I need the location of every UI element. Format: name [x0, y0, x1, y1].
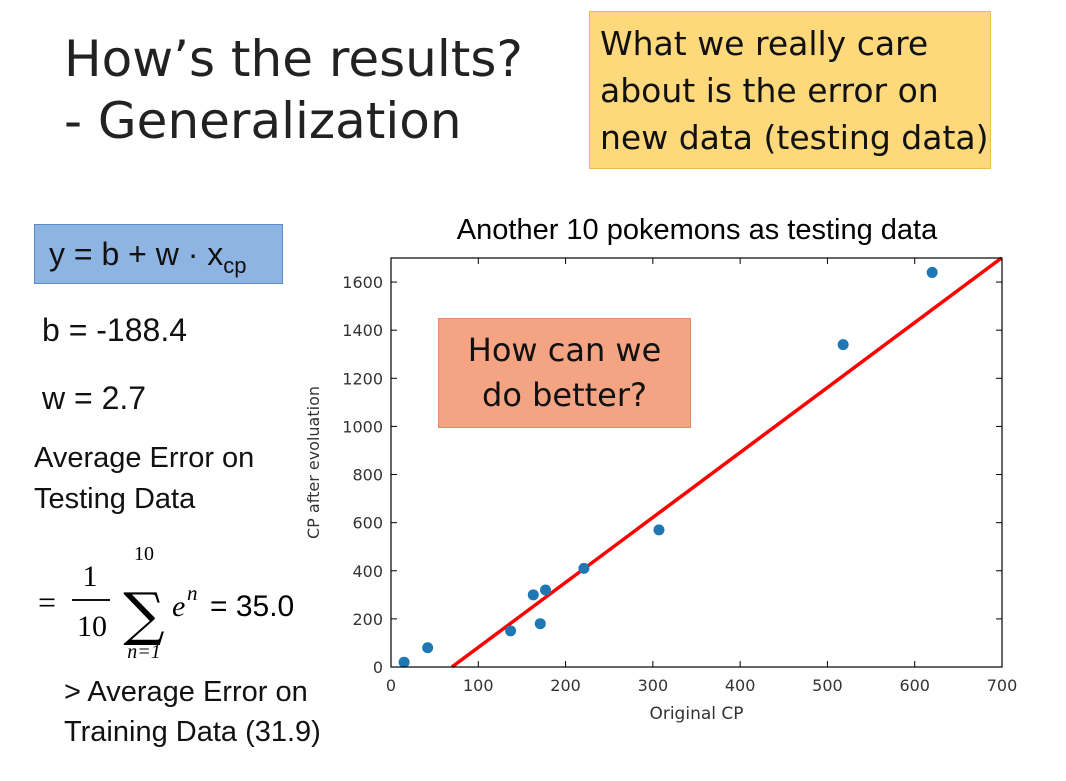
data-point — [653, 524, 665, 536]
data-point — [926, 266, 938, 278]
error-superscript: n — [187, 581, 198, 605]
sum-formula: = 1 10 10 ∑ n=1 e n = 35.0 — [38, 543, 294, 663]
param-b: b = -188.4 — [42, 312, 187, 348]
plot-frame — [390, 257, 1003, 668]
average-error-label: Average Error on Testing Data — [34, 438, 254, 520]
model-formula: y = b + w · xcp — [34, 224, 283, 284]
model-formula-subscript: cp — [223, 253, 247, 278]
param-w: w = 2.7 — [42, 380, 147, 416]
title-line-2: - Generalization — [64, 92, 462, 150]
data-point — [578, 562, 590, 574]
callout-line: about is the error on — [600, 71, 939, 110]
average-error-line: Average Error on — [34, 442, 255, 474]
improvement-callout: How can we do better? — [438, 318, 691, 428]
data-point — [505, 625, 517, 637]
chart-title: Another 10 pokemons as testing data — [457, 214, 938, 246]
x-tick-label: 600 — [899, 676, 930, 695]
title-line-1: How’s the results? — [64, 30, 523, 88]
data-point — [527, 589, 539, 601]
x-tick-label: 0 — [386, 676, 396, 695]
data-point — [534, 618, 546, 630]
data-point — [539, 584, 551, 596]
y-tick-label: 0 — [373, 658, 383, 677]
model-formula-text: y = b + w · x — [49, 236, 224, 272]
training-comparison: > Average Error on Training Data (31.9) — [64, 672, 321, 752]
chart-marks — [398, 256, 1003, 669]
slide-title: How’s the results? - Generalization — [64, 28, 523, 152]
data-point — [398, 656, 410, 668]
sigma-symbol: ∑ — [123, 580, 164, 648]
data-point — [422, 642, 434, 654]
comparison-line: Training Data (31.9) — [64, 716, 321, 748]
callout-box: What we really care about is the error o… — [589, 11, 991, 169]
y-tick-label: 200 — [352, 610, 383, 629]
average-error-line: Testing Data — [34, 483, 196, 515]
y-tick-label: 1600 — [342, 273, 383, 292]
y-tick-label: 800 — [352, 466, 383, 485]
fraction-numerator: 1 — [83, 560, 98, 593]
chart-axes: 0 100 200 300 400 500 600 700 0 200 400 600 800 1000 1… — [342, 258, 1017, 695]
callout-line: What we really care — [600, 24, 929, 63]
x-tick-label: 500 — [812, 676, 843, 695]
improvement-line: How can we — [467, 331, 662, 369]
comparison-line: > Average Error on — [64, 676, 308, 708]
y-tick-label: 1400 — [342, 321, 383, 340]
y-axis-label: CP after evoluation — [304, 386, 323, 539]
x-tick-label: 100 — [463, 676, 494, 695]
y-tick-label: 1200 — [342, 369, 383, 388]
fraction-denominator: 10 — [77, 610, 107, 643]
x-axis-label: Original CP — [649, 704, 743, 724]
regression-line — [450, 256, 1003, 669]
y-tick-label: 600 — [352, 514, 383, 533]
sum-upper-limit: 10 — [134, 543, 154, 565]
callout-line: new data (testing data) — [600, 118, 989, 157]
x-tick-label: 200 — [550, 676, 581, 695]
scatter-chart: Another 10 pokemons as testing data 0 100… — [304, 214, 1017, 724]
y-tick-label: 1000 — [342, 417, 383, 436]
x-tick-label: 300 — [638, 676, 669, 695]
sum-lower-limit: n=1 — [127, 641, 161, 663]
error-term: e — [172, 590, 185, 623]
average-error-value: = 35.0 — [210, 590, 294, 623]
data-point — [837, 339, 849, 351]
x-tick-label: 400 — [725, 676, 756, 695]
improvement-line: do better? — [482, 376, 647, 414]
y-tick-label: 400 — [352, 562, 383, 581]
x-tick-label: 700 — [987, 676, 1018, 695]
equals-sign: = — [38, 584, 56, 620]
